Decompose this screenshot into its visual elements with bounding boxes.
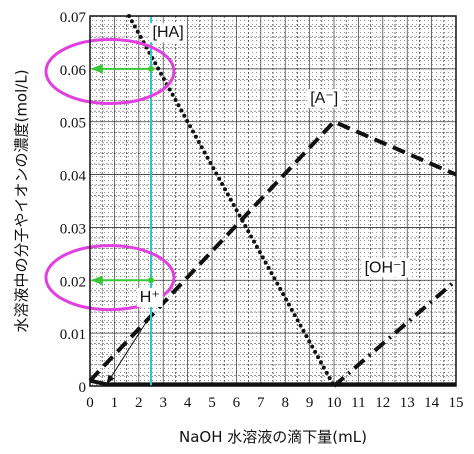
y-tick-label: 0.03 — [60, 221, 86, 237]
series-line-dashed — [88, 119, 457, 383]
series-labels: [HA] [A⁻] [OH⁻] H⁺ — [136, 23, 409, 307]
y-tick-label: 0 — [79, 380, 87, 396]
series-line-dotted — [127, 14, 336, 388]
y-axis-label: 水溶液中の分子やイオンの濃度(mol/L) — [13, 69, 31, 332]
x-tick-label: 4 — [184, 395, 192, 411]
tick-labels: 0 1 2 3 4 5 6 7 8 9 10 11 12 13 14 1500.010.020.030.040… — [60, 10, 464, 411]
highlight-ellipse — [44, 38, 176, 105]
y-tick-label: 0.06 — [60, 63, 87, 79]
highlight-ellipse — [44, 244, 176, 312]
plot-frame — [89, 15, 457, 387]
x-tick-label: 13 — [400, 395, 415, 411]
series-label-bg — [307, 89, 342, 109]
x-tick-label: 1 — [111, 395, 119, 411]
series-label: [HA] — [153, 24, 184, 41]
y-tick-label: 0.01 — [60, 327, 86, 343]
y-tick-label: 0.04 — [60, 169, 87, 185]
x-tick-label: 6 — [233, 395, 241, 411]
x-tick-label: 9 — [306, 395, 314, 411]
value-arrow-dot — [148, 65, 154, 72]
x-tick-label: 11 — [351, 395, 365, 411]
series-label-bg — [361, 258, 409, 278]
pointer-arrow — [106, 318, 149, 385]
x-axis-label: NaOH 水溶液の滴下量(mL) — [179, 428, 367, 446]
x-tick-label: 7 — [257, 395, 265, 411]
series-label: [OH⁻] — [365, 259, 406, 276]
series-label-bg — [136, 287, 163, 307]
series-lines — [88, 14, 458, 388]
series-label: [A⁻] — [310, 90, 338, 107]
y-tick-label: 0.07 — [60, 10, 87, 26]
series-label-bg — [149, 23, 187, 43]
x-tick-label: 10 — [327, 395, 342, 411]
annotations — [44, 16, 176, 386]
x-tick-label: 12 — [375, 395, 390, 411]
y-tick-label: 0.05 — [60, 116, 86, 132]
series-line-solid — [89, 378, 456, 387]
x-tick-label: 2 — [135, 395, 143, 411]
x-tick-label: 0 — [86, 395, 94, 411]
x-tick-label: 8 — [281, 395, 289, 411]
series-label: H⁺ — [140, 289, 160, 306]
value-arrow-dot — [148, 277, 154, 284]
x-tick-label: 3 — [159, 395, 167, 411]
x-tick-label: 15 — [449, 395, 464, 411]
y-tick-label: 0.02 — [60, 274, 86, 290]
x-tick-label: 5 — [208, 395, 216, 411]
x-tick-label: 14 — [424, 395, 440, 411]
